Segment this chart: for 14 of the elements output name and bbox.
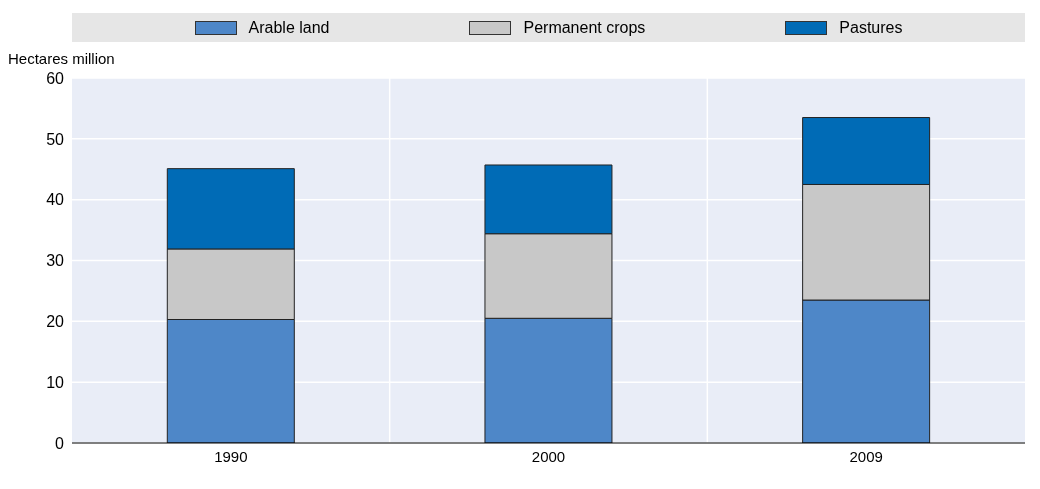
- y-axis-title: Hectares million: [8, 50, 116, 68]
- y-tick-label: 20: [46, 313, 65, 331]
- y-tick-label: 10: [46, 373, 65, 391]
- y-tick-label: 40: [46, 191, 65, 209]
- legend-label: Permanent crops: [523, 18, 646, 37]
- legend-label: Arable land: [248, 18, 330, 37]
- y-tick-label: 50: [46, 130, 65, 148]
- x-tick-label: 2000: [531, 447, 566, 465]
- x-tick-label: 1990: [214, 447, 248, 465]
- y-tick-label: 30: [46, 252, 65, 270]
- y-tick-label: 60: [46, 69, 65, 87]
- y-tick-label: 0: [55, 434, 65, 452]
- x-tick-label: 2009: [849, 447, 883, 465]
- legend-label: Pastures: [839, 18, 903, 37]
